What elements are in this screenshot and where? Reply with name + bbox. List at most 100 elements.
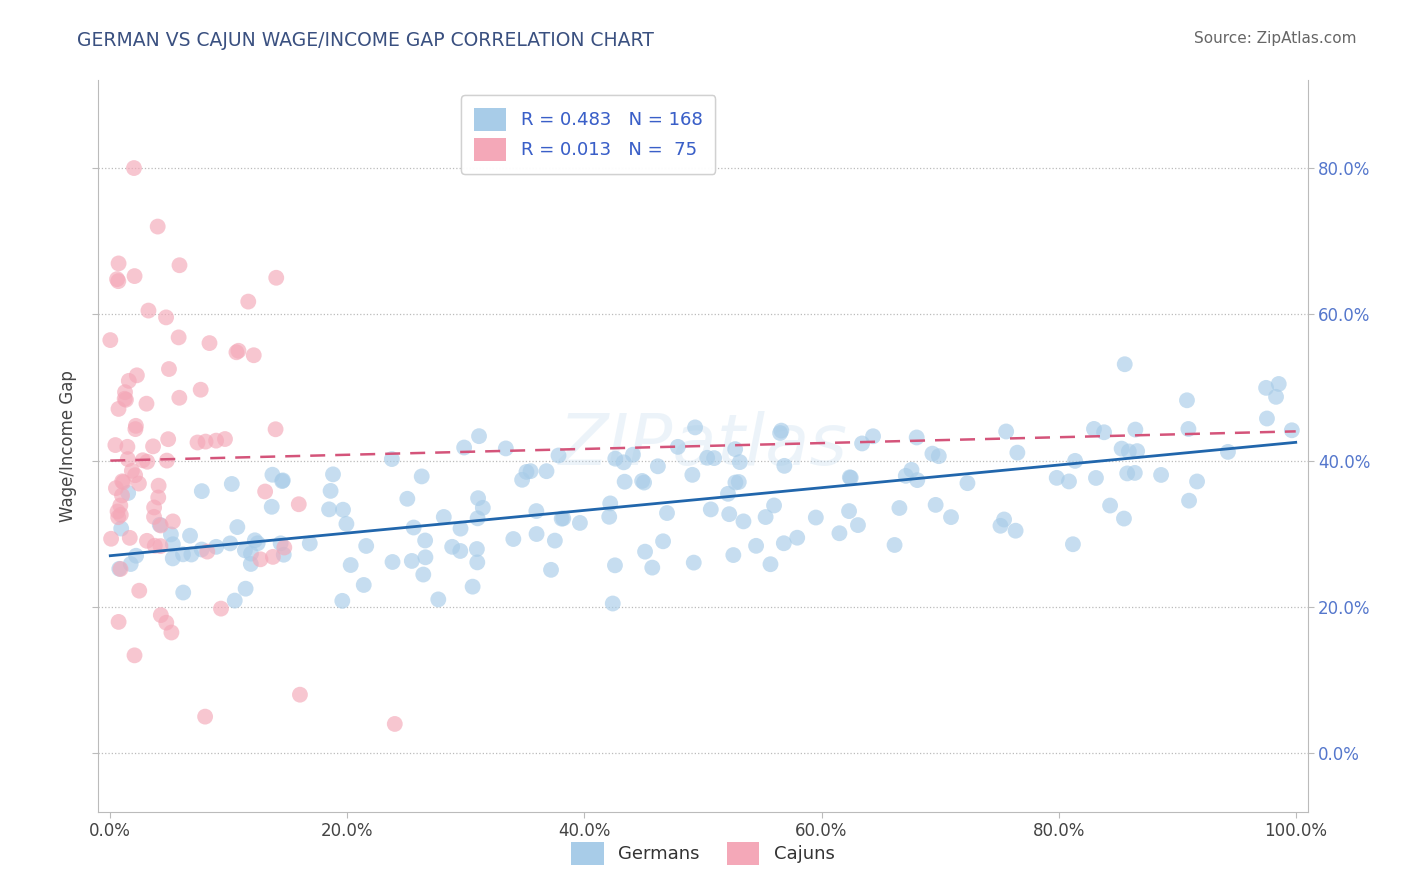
Text: ZIPatlas: ZIPatlas xyxy=(558,411,848,481)
Point xyxy=(755,510,778,524)
Point xyxy=(143,500,166,515)
Point xyxy=(700,502,723,516)
Point xyxy=(264,270,287,285)
Point xyxy=(195,544,218,558)
Point xyxy=(157,362,180,376)
Point xyxy=(956,476,979,491)
Point xyxy=(162,515,184,529)
Point xyxy=(467,511,489,525)
Point xyxy=(143,539,166,553)
Point xyxy=(928,449,950,463)
Point xyxy=(160,625,183,640)
Point xyxy=(117,486,139,500)
Point xyxy=(288,688,311,702)
Point xyxy=(1123,466,1146,480)
Point xyxy=(1007,445,1029,459)
Point xyxy=(110,562,132,576)
Point xyxy=(905,473,928,487)
Point xyxy=(332,502,354,516)
Point xyxy=(547,449,569,463)
Point xyxy=(273,548,295,562)
Point xyxy=(330,594,353,608)
Point xyxy=(162,551,184,566)
Point xyxy=(194,709,217,723)
Point xyxy=(1267,376,1289,391)
Point xyxy=(703,451,725,466)
Point xyxy=(271,474,294,488)
Point xyxy=(681,467,703,482)
Point xyxy=(228,343,250,358)
Point xyxy=(172,585,194,599)
Point xyxy=(510,473,533,487)
Point xyxy=(733,515,755,529)
Text: Source: ZipAtlas.com: Source: ZipAtlas.com xyxy=(1194,31,1357,46)
Point xyxy=(441,540,464,554)
Point xyxy=(214,432,236,446)
Point xyxy=(124,648,146,663)
Point xyxy=(889,501,911,516)
Point xyxy=(235,582,257,596)
Point xyxy=(1126,444,1149,458)
Point xyxy=(190,383,212,397)
Point xyxy=(727,475,749,489)
Point xyxy=(191,484,214,499)
Point xyxy=(319,483,342,498)
Point xyxy=(381,452,404,467)
Point xyxy=(98,333,121,347)
Point xyxy=(465,555,488,569)
Point xyxy=(169,391,191,405)
Point xyxy=(1177,422,1199,436)
Point xyxy=(763,499,786,513)
Point xyxy=(108,562,131,576)
Point xyxy=(647,459,669,474)
Point xyxy=(142,439,165,453)
Point xyxy=(652,534,675,549)
Point xyxy=(449,544,471,558)
Point xyxy=(666,440,689,454)
Legend: R = 0.483   N = 168, R = 0.013   N =  75: R = 0.483 N = 168, R = 0.013 N = 75 xyxy=(461,95,716,174)
Point xyxy=(354,539,377,553)
Point xyxy=(990,518,1012,533)
Point xyxy=(117,440,139,454)
Point xyxy=(413,533,436,548)
Point xyxy=(205,540,228,554)
Point xyxy=(1099,499,1122,513)
Point xyxy=(495,442,517,456)
Point xyxy=(149,518,172,533)
Point xyxy=(225,345,247,359)
Point xyxy=(149,517,172,532)
Point xyxy=(104,481,127,495)
Point xyxy=(1004,524,1026,538)
Point xyxy=(242,348,264,362)
Point xyxy=(262,467,284,482)
Point xyxy=(921,447,943,461)
Point xyxy=(696,450,718,465)
Point xyxy=(515,465,537,479)
Point xyxy=(631,474,654,488)
Point xyxy=(118,531,141,545)
Point xyxy=(156,453,179,467)
Point xyxy=(995,425,1018,439)
Point xyxy=(100,532,122,546)
Point xyxy=(1265,390,1288,404)
Point xyxy=(190,542,212,557)
Point xyxy=(804,510,827,524)
Point xyxy=(769,425,792,440)
Point xyxy=(179,529,201,543)
Point xyxy=(433,510,456,524)
Point xyxy=(1116,467,1139,481)
Point xyxy=(401,554,423,568)
Point xyxy=(993,512,1015,526)
Point xyxy=(149,608,172,623)
Point xyxy=(467,491,489,505)
Point xyxy=(633,475,655,490)
Point xyxy=(169,258,191,272)
Point xyxy=(1125,423,1147,437)
Point xyxy=(461,580,484,594)
Point xyxy=(110,499,132,513)
Point xyxy=(136,455,159,469)
Point xyxy=(117,452,139,467)
Point xyxy=(718,507,741,521)
Point xyxy=(322,467,344,482)
Point xyxy=(243,533,266,548)
